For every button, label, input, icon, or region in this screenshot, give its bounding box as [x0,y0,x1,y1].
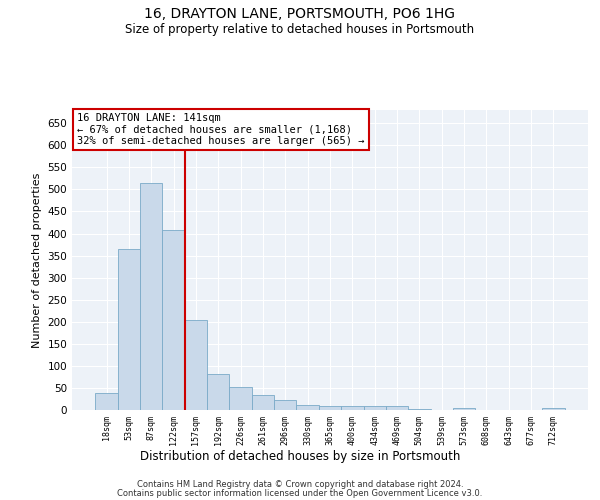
Bar [95,393,118,410]
Bar [542,408,565,410]
Bar [364,406,386,410]
Bar [229,387,252,410]
Bar [252,394,274,410]
Text: Size of property relative to detached houses in Portsmouth: Size of property relative to detached ho… [125,22,475,36]
Bar [296,404,319,410]
Bar [163,230,185,410]
Bar [207,374,229,410]
Text: Contains public sector information licensed under the Open Government Licence v3: Contains public sector information licen… [118,489,482,498]
Text: 16, DRAYTON LANE, PORTSMOUTH, PO6 1HG: 16, DRAYTON LANE, PORTSMOUTH, PO6 1HG [145,8,455,22]
Bar [319,406,341,410]
Bar [274,400,296,410]
Text: Distribution of detached houses by size in Portsmouth: Distribution of detached houses by size … [140,450,460,463]
Bar [118,249,140,410]
Text: 16 DRAYTON LANE: 141sqm
← 67% of detached houses are smaller (1,168)
32% of semi: 16 DRAYTON LANE: 141sqm ← 67% of detache… [77,113,365,146]
Bar [140,183,163,410]
Text: Contains HM Land Registry data © Crown copyright and database right 2024.: Contains HM Land Registry data © Crown c… [137,480,463,489]
Y-axis label: Number of detached properties: Number of detached properties [32,172,42,348]
Bar [341,406,364,410]
Bar [386,406,408,410]
Bar [453,408,475,410]
Bar [185,320,207,410]
Bar [408,408,431,410]
